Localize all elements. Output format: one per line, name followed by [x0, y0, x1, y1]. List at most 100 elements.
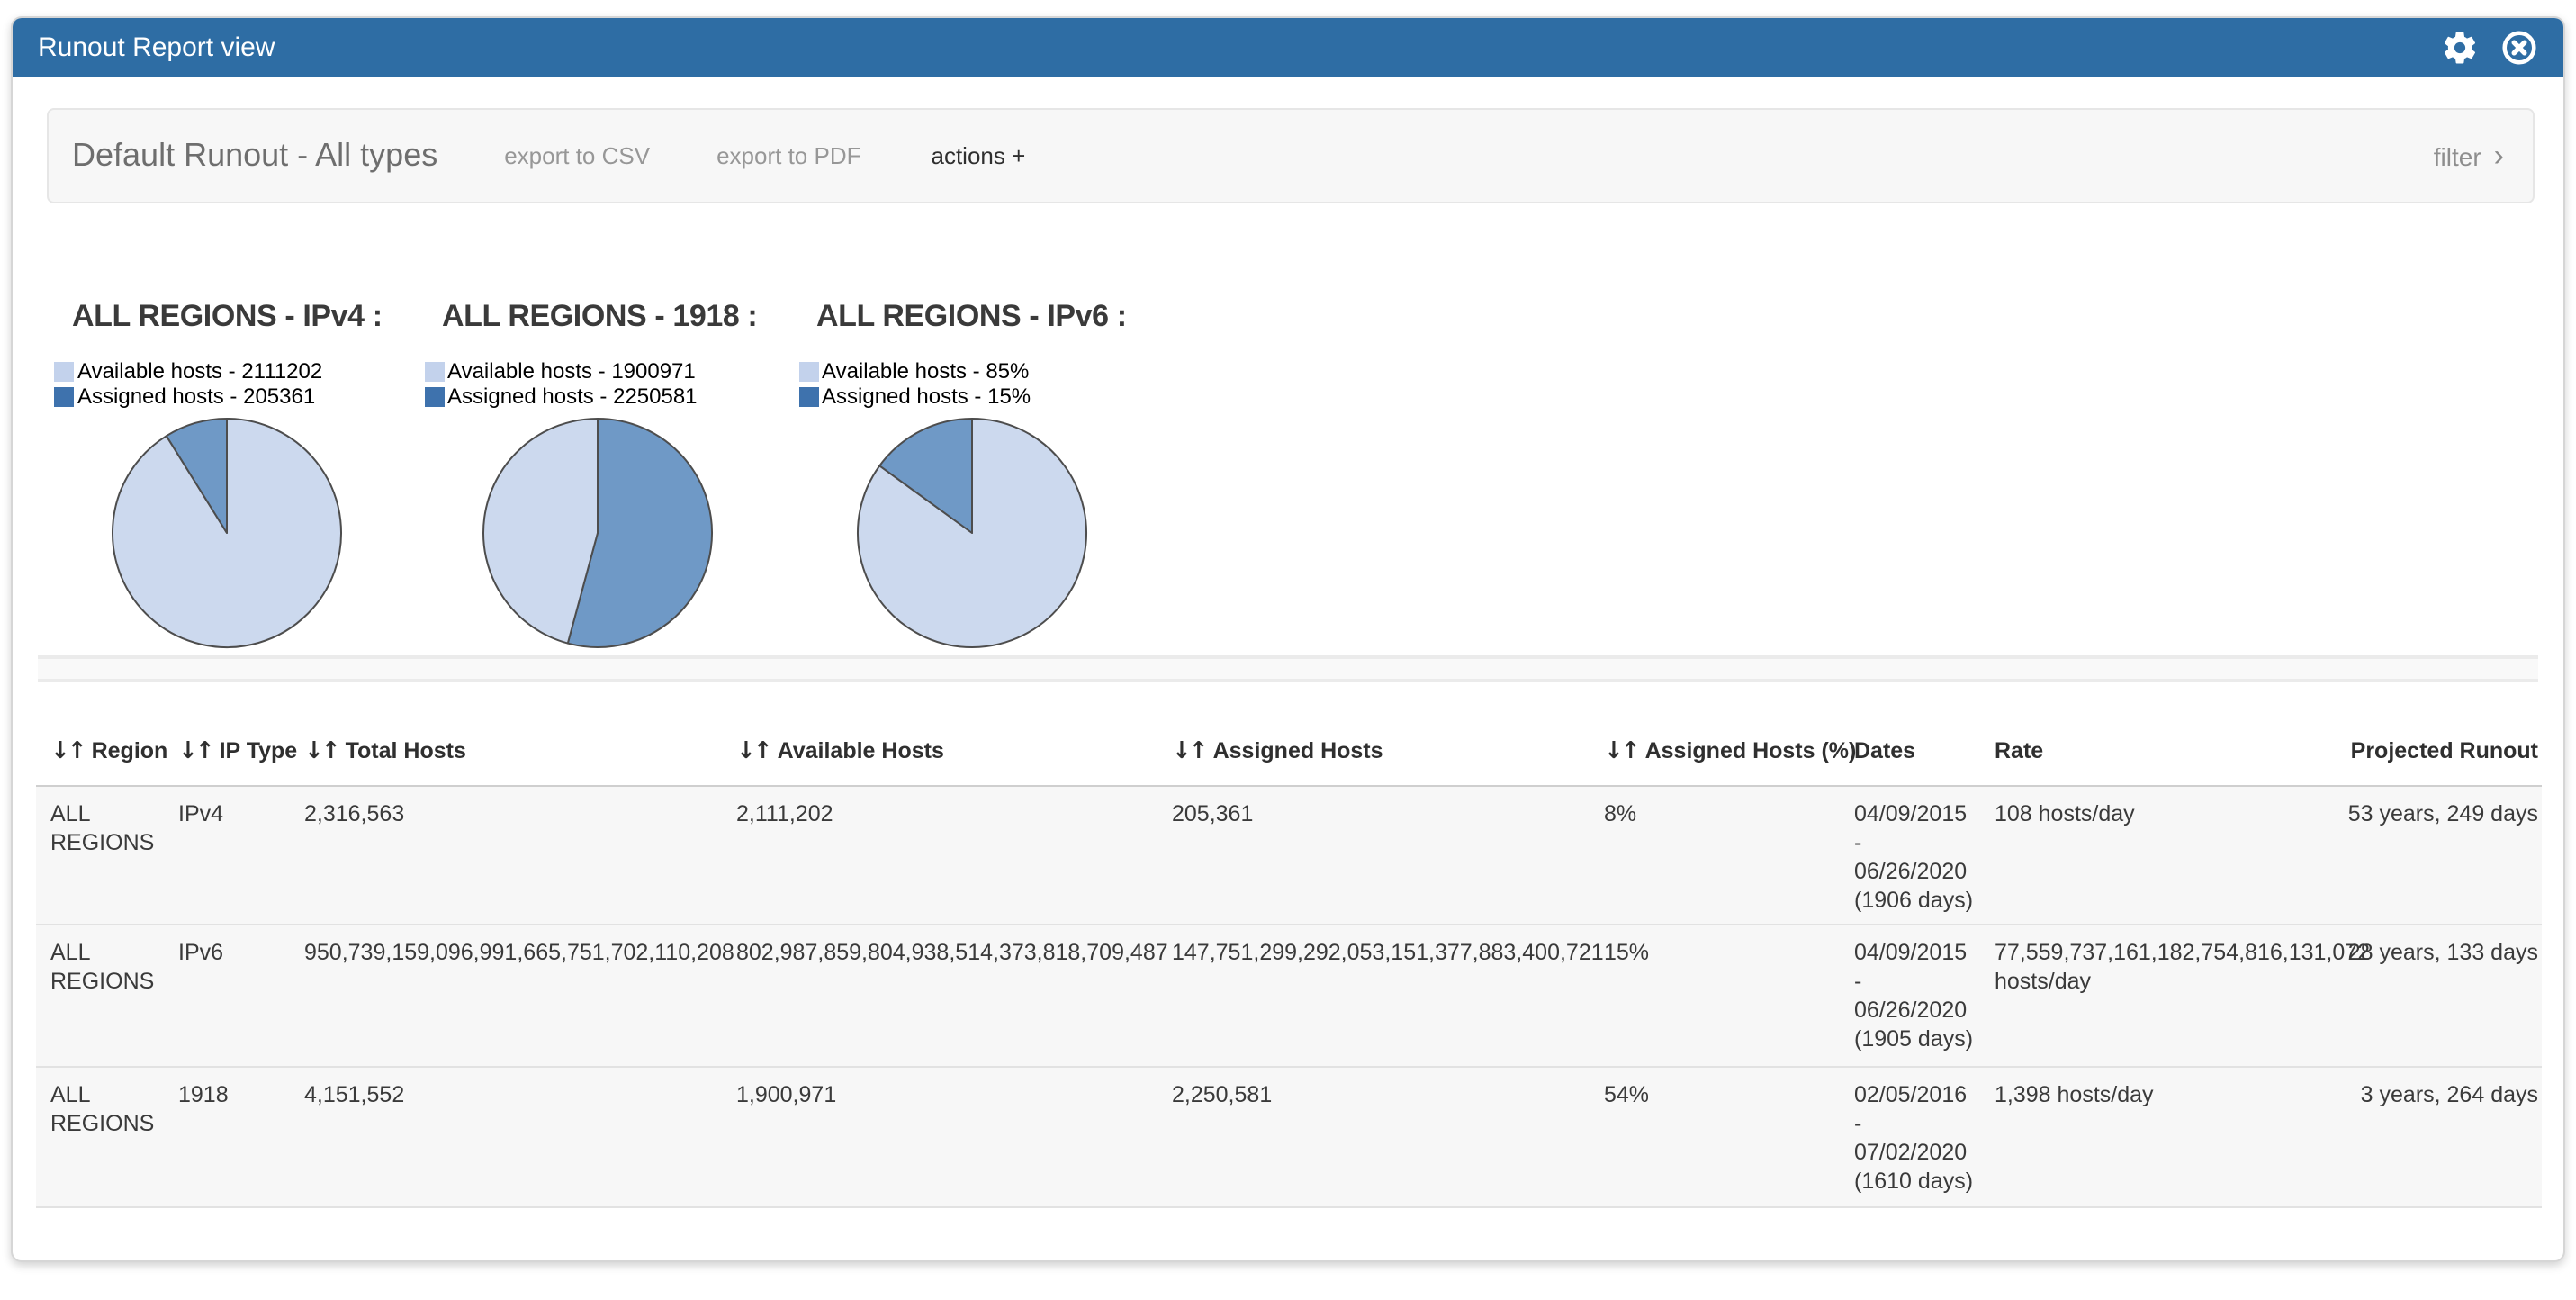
cell-available-hosts: 802,987,859,804,938,514,373,818,709,487	[736, 938, 1168, 967]
cell-ip-type: IPv6	[178, 938, 292, 967]
close-circle-icon[interactable]	[2500, 29, 2538, 67]
table-row: ALL REGIONS 1918 4,151,5521,900,9712,250,5…	[36, 1068, 2542, 1208]
runout-table: ↓↑Region↓↑IP Type↓↑Total Hosts↓↑Availabl…	[36, 720, 2542, 1208]
column-header-dates: Dates	[1854, 738, 1991, 763]
pie-chart-block: ALL REGIONS - IPv6 : Available hosts - 85…	[798, 299, 1185, 652]
section-divider-band	[38, 655, 2538, 682]
cell-total-hosts: 950,739,159,096,991,665,751,702,110,208	[304, 938, 733, 967]
legend-item: Assigned hosts - 2250581	[424, 384, 811, 409]
cell-dates: 04/09/2015-06/26/2020(1906 days)	[1854, 799, 1991, 915]
pie-chart-block: ALL REGIONS - IPv4 : Available hosts - 21…	[54, 299, 441, 652]
table-body: ALL REGIONS IPv4 2,316,5632,111,202205,361…	[36, 787, 2542, 1208]
report-toolbar: Default Runout - All types export to CSV…	[47, 108, 2535, 203]
legend-label: Assigned hosts - 15%	[822, 384, 1031, 409]
cell-dates: 02/05/2016-07/02/2020(1610 days)	[1854, 1080, 1991, 1196]
chart-legend: Available hosts - 85%Assigned hosts - 15…	[798, 358, 1185, 409]
cell-assigned-hosts: 2,250,581	[1172, 1080, 1600, 1109]
report-title: Default Runout - All types	[72, 137, 437, 175]
cell-available-hosts: 1,900,971	[736, 1080, 1168, 1109]
chevron-right-icon: ›	[2494, 138, 2504, 172]
legend-swatch-icon	[424, 361, 444, 381]
column-header-total-hosts[interactable]: ↓↑ Total Hosts	[304, 738, 733, 765]
pie-chart	[478, 414, 716, 652]
chart-legend: Available hosts - 2111202Assigned hosts …	[54, 358, 441, 409]
column-label: Dates	[1854, 738, 1915, 763]
cell-total-hosts: 4,151,552	[304, 1080, 733, 1109]
cell-dates: 04/09/2015-06/26/2020(1905 days)	[1854, 938, 1991, 1053]
chart-legend: Available hosts - 1900971Assigned hosts …	[424, 358, 811, 409]
settings-gear-icon[interactable]	[2441, 29, 2479, 67]
column-label: Available Hosts	[778, 738, 944, 763]
legend-label: Assigned hosts - 2250581	[447, 384, 698, 409]
date-line: (1610 days)	[1854, 1167, 1991, 1196]
pie-chart-block: ALL REGIONS - 1918 : Available hosts - 19…	[424, 299, 811, 652]
date-line: 04/09/2015	[1854, 799, 1991, 828]
date-line: 04/09/2015	[1854, 938, 1991, 967]
column-header-ip-type[interactable]: ↓↑IP Type	[178, 738, 292, 765]
cell-region: ALL REGIONS	[50, 938, 166, 996]
sort-icon: ↓↑	[1172, 738, 1206, 765]
sort-icon: ↓↑	[304, 738, 338, 765]
date-line: 02/05/2016	[1854, 1080, 1991, 1109]
column-label: IP Type	[220, 738, 298, 763]
cell-available-hosts: 2,111,202	[736, 799, 1168, 828]
table-row: ALL REGIONS IPv4 2,316,5632,111,202205,361…	[36, 787, 2542, 925]
column-label: Rate	[1995, 738, 2043, 763]
legend-label: Available hosts - 2111202	[77, 358, 322, 384]
table-header-row: ↓↑Region↓↑IP Type↓↑Total Hosts↓↑Availabl…	[36, 720, 2542, 787]
cell-ip-type: 1918	[178, 1080, 292, 1109]
chart-title: ALL REGIONS - IPv4 :	[72, 299, 441, 333]
window-titlebar: Runout Report view	[13, 18, 2563, 77]
export-csv-button[interactable]: export to CSV	[504, 142, 650, 169]
legend-swatch-icon	[798, 361, 818, 381]
column-label: Total Hosts	[346, 738, 466, 763]
cell-total-hosts: 2,316,563	[304, 799, 733, 828]
cell-projected-runout: 53 years, 249 days	[2322, 799, 2538, 828]
legend-item: Available hosts - 2111202	[54, 358, 441, 384]
legend-label: Available hosts - 1900971	[447, 358, 696, 384]
sort-icon: ↓↑	[1604, 738, 1638, 765]
legend-item: Available hosts - 85%	[798, 358, 1185, 384]
pie-chart	[852, 414, 1090, 652]
column-header-projected-runout: Projected Runout	[2322, 738, 2538, 763]
column-label: Assigned Hosts (%)	[1645, 738, 1857, 763]
cell-assigned-pct: 15%	[1604, 938, 1849, 967]
filter-button[interactable]: filter›	[2434, 138, 2504, 174]
cell-assigned-pct: 8%	[1604, 799, 1849, 828]
legend-item: Assigned hosts - 205361	[54, 384, 441, 409]
table-row: ALL REGIONS IPv6 950,739,159,096,991,665,7…	[36, 925, 2542, 1068]
cell-ip-type: IPv4	[178, 799, 292, 828]
chart-title: ALL REGIONS - 1918 :	[442, 299, 811, 333]
legend-swatch-icon	[54, 361, 74, 381]
cell-assigned-hosts: 147,751,299,292,053,151,377,883,400,721	[1172, 938, 1600, 967]
cell-projected-runout: 3 years, 264 days	[2322, 1080, 2538, 1109]
pie-chart	[108, 414, 346, 652]
sort-icon: ↓↑	[178, 738, 212, 765]
export-pdf-button[interactable]: export to PDF	[716, 142, 860, 169]
legend-item: Available hosts - 1900971	[424, 358, 811, 384]
legend-label: Available hosts - 85%	[822, 358, 1029, 384]
column-header-assigned-hosts[interactable]: ↓↑ Assigned Hosts	[1172, 738, 1600, 765]
cell-projected-runout: 28 years, 133 days	[2322, 938, 2538, 967]
date-line: -	[1854, 1109, 1991, 1138]
actions-menu-button[interactable]: actions +	[932, 142, 1026, 169]
column-header-available-hosts[interactable]: ↓↑ Available Hosts	[736, 738, 1168, 765]
column-label: Region	[92, 738, 168, 763]
column-header-region[interactable]: ↓↑Region	[50, 738, 166, 765]
date-line: 06/26/2020	[1854, 857, 1991, 886]
cell-region: ALL REGIONS	[50, 1080, 166, 1138]
column-header-assigned-hosts[interactable]: ↓↑Assigned Hosts (%)	[1604, 738, 1849, 765]
legend-swatch-icon	[798, 386, 818, 406]
sort-icon: ↓↑	[736, 738, 770, 765]
chart-title: ALL REGIONS - IPv6 :	[816, 299, 1185, 333]
date-line: (1905 days)	[1854, 1025, 1991, 1053]
legend-item: Assigned hosts - 15%	[798, 384, 1185, 409]
date-line: 07/02/2020	[1854, 1138, 1991, 1167]
legend-swatch-icon	[54, 386, 74, 406]
window-title: Runout Report view	[38, 32, 275, 63]
column-label: Assigned Hosts	[1213, 738, 1383, 763]
cell-region: ALL REGIONS	[50, 799, 166, 857]
cell-assigned-pct: 54%	[1604, 1080, 1849, 1109]
legend-swatch-icon	[424, 386, 444, 406]
cell-assigned-hosts: 205,361	[1172, 799, 1600, 828]
